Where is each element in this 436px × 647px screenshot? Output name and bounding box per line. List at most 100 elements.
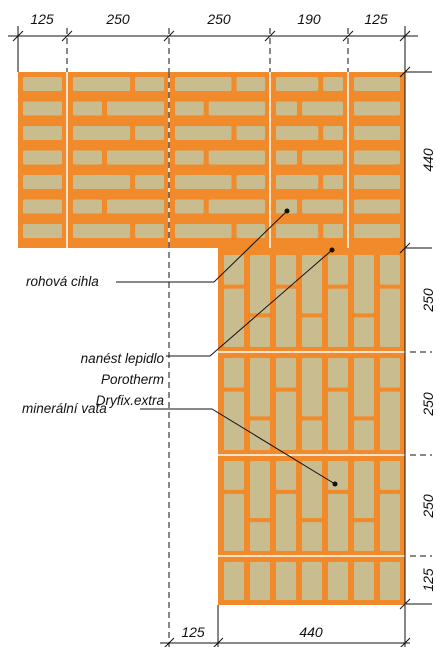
- dimension-tick: [164, 637, 175, 647]
- cavity-slot: [175, 77, 232, 91]
- dimension-tick: [399, 242, 411, 254]
- cavity-slot: [224, 493, 244, 551]
- dimension-tick: [264, 30, 276, 42]
- cavity-slot: [302, 101, 343, 116]
- cavity-slot: [302, 317, 322, 347]
- cavity-slot: [323, 126, 343, 140]
- label-adhesive: nanést lepidlo Porotherm Dryfix.extra: [81, 247, 335, 408]
- cavity-slot: [302, 358, 322, 417]
- cavity-slot: [175, 199, 204, 214]
- cavity-slot: [23, 101, 62, 116]
- cavity-slot: [380, 493, 400, 551]
- cavity-slot: [302, 420, 322, 450]
- cavity-slot: [328, 461, 348, 490]
- cavity-slot: [276, 126, 319, 140]
- right-dimension-line: 440 250 250 250 125: [404, 62, 436, 605]
- dim-right-2: 250: [420, 288, 436, 313]
- cavity-slot: [354, 461, 374, 519]
- dimension-tick: [399, 66, 411, 78]
- dimension-tick: [400, 637, 411, 647]
- cavity-slot: [23, 126, 62, 140]
- cavity-slot: [135, 224, 164, 238]
- cavity-slot: [354, 77, 400, 91]
- cavity-slot: [224, 461, 244, 490]
- dimension-tick: [342, 30, 354, 42]
- label-mineral-wool-text: minerální vata: [22, 401, 107, 416]
- cavity-slot: [23, 175, 62, 189]
- cavity-slot: [224, 255, 244, 285]
- cavity-slot: [107, 199, 164, 214]
- cavity-slot: [276, 101, 298, 116]
- dim-top-1: 125: [30, 11, 54, 27]
- cavity-slot: [73, 126, 131, 140]
- cavity-slot: [276, 493, 296, 551]
- cavity-slot: [135, 77, 164, 91]
- cavity-slot: [302, 199, 343, 214]
- cavity-slot: [354, 224, 400, 238]
- cavity-slot: [328, 288, 348, 347]
- cavity-slot: [328, 493, 348, 551]
- cavity-slot: [354, 317, 374, 347]
- label-adhesive-line1: nanést lepidlo: [81, 351, 165, 366]
- cavity-slot: [107, 150, 164, 165]
- cavity-slot: [276, 199, 298, 214]
- cavity-slot: [380, 461, 400, 490]
- dim-right-3: 250: [420, 392, 436, 417]
- vertical-wall: [218, 248, 405, 605]
- cavity-slot: [73, 175, 131, 189]
- dimension-tick: [399, 30, 411, 42]
- cavity-slot: [328, 255, 348, 285]
- cavity-slot: [236, 175, 265, 189]
- cavity-slot: [73, 150, 103, 165]
- dimension-tick: [61, 30, 73, 42]
- cavity-slot: [323, 77, 343, 91]
- cavity-slot: [328, 562, 348, 600]
- cavity-slot: [380, 288, 400, 347]
- cavity-slot: [175, 150, 204, 165]
- cavity-slot: [175, 126, 232, 140]
- cavity-slot: [73, 199, 103, 214]
- cavity-slot: [276, 175, 319, 189]
- cavity-slot: [224, 288, 244, 347]
- label-corner-brick-text: rohová cihla: [26, 274, 99, 289]
- dim-top-3: 250: [206, 11, 231, 27]
- cavity-slot: [354, 150, 400, 165]
- cavity-slot: [208, 199, 265, 214]
- cavity-slot: [276, 288, 296, 347]
- cavity-slot: [236, 77, 265, 91]
- cavity-slot: [250, 461, 270, 519]
- label-corner-brick: rohová cihla: [26, 208, 290, 289]
- cavity-slot: [23, 224, 62, 238]
- cavity-slot: [175, 101, 204, 116]
- cavity-slot: [354, 420, 374, 450]
- dimension-tick: [12, 30, 24, 42]
- dim-top-4: 190: [297, 11, 321, 27]
- horizontal-wall: [18, 72, 405, 248]
- dimension-tick: [163, 30, 175, 42]
- dimension-tick: [399, 598, 411, 610]
- cavity-slot: [328, 358, 348, 388]
- cavity-slot: [302, 255, 322, 314]
- cavity-slot: [380, 562, 400, 600]
- cavity-slot: [323, 224, 343, 238]
- cavity-slot: [276, 391, 296, 450]
- cavity-slot: [236, 126, 265, 140]
- cavity-slot: [354, 358, 374, 417]
- cavity-slot: [380, 255, 400, 285]
- cavity-slot: [224, 562, 244, 600]
- cavity-slot: [380, 358, 400, 388]
- cavity-slot: [208, 101, 265, 116]
- label-adhesive-line3: Dryfix.extra: [96, 393, 165, 408]
- dim-right-5: 125: [420, 568, 436, 592]
- cavity-slot: [250, 522, 270, 551]
- dim-right-1: 440: [420, 148, 436, 172]
- label-adhesive-line2: Porotherm: [101, 372, 164, 387]
- cavity-slot: [250, 358, 270, 417]
- cavity-slot: [354, 199, 400, 214]
- cavity-slot: [23, 150, 62, 165]
- vertical-wall-cavities: [224, 255, 400, 600]
- cavity-slot: [73, 224, 131, 238]
- cavity-slot: [302, 562, 322, 600]
- cavity-slot: [354, 255, 374, 314]
